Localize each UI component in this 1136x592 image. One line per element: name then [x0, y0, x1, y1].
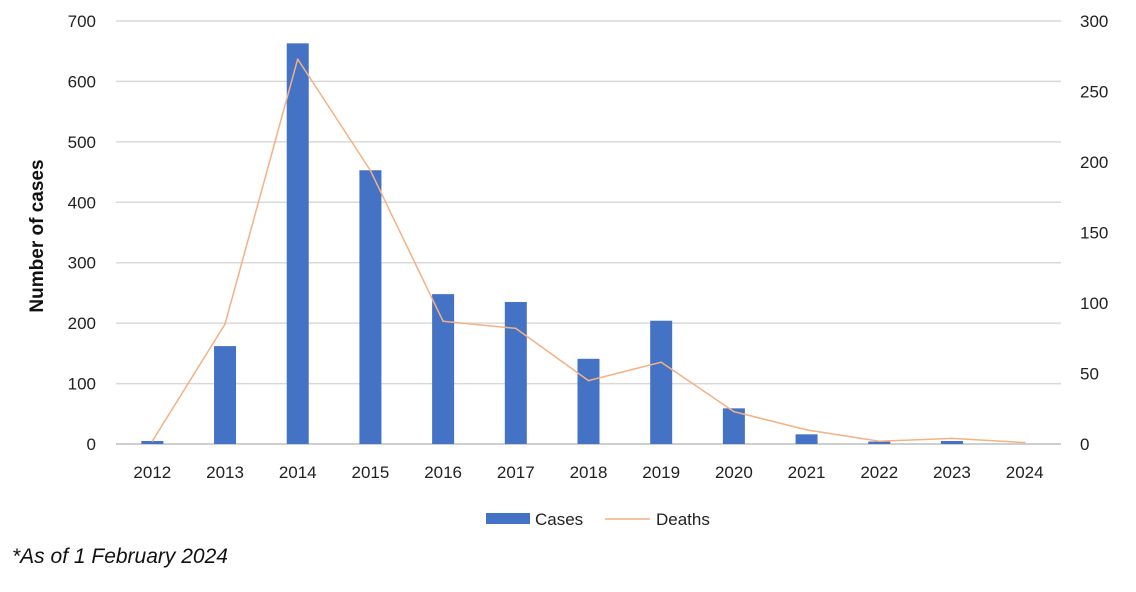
x-tick-label: 2016 — [424, 463, 462, 482]
deaths-point — [296, 58, 299, 60]
legend-label-deaths: Deaths — [656, 510, 710, 529]
y-tick-label: 500 — [68, 133, 96, 152]
deaths-point — [442, 320, 444, 323]
gridlines — [116, 20, 1061, 445]
deaths-point — [733, 410, 735, 413]
bar — [432, 294, 455, 444]
deaths-line — [151, 58, 1026, 444]
y2-tick-label: 300 — [1080, 12, 1108, 31]
x-tick-label: 2012 — [133, 463, 171, 482]
x-tick-label: 2019 — [642, 463, 680, 482]
cases-bars — [141, 43, 963, 444]
x-tick-label: 2013 — [206, 463, 244, 482]
legend-swatch-cases — [486, 513, 530, 524]
y2-tick-label: 150 — [1080, 224, 1108, 243]
y2-tick-label: 100 — [1080, 294, 1108, 313]
bar — [286, 43, 309, 444]
x-tick-label: 2024 — [1006, 463, 1044, 482]
bar — [868, 441, 891, 444]
x-tick-label: 2017 — [497, 463, 535, 482]
y2-tick-label: 200 — [1080, 153, 1108, 172]
y-tick-label: 700 — [68, 12, 96, 31]
legend: Cases Deaths — [486, 510, 710, 529]
deaths-point — [805, 429, 808, 431]
deaths-point — [660, 361, 662, 364]
y-tick-label: 100 — [68, 375, 96, 394]
deaths-point — [151, 440, 154, 442]
bar — [722, 408, 745, 444]
x-axis-ticks: 2012 2013 2014 2015 2016 2017 2018 2019 2020 2021… — [133, 463, 1043, 482]
right-axis-ticks: 0 50 100 150 200 250 300 — [1080, 12, 1108, 454]
legend-label-cases: Cases — [535, 510, 583, 529]
y-tick-label: 200 — [68, 314, 96, 333]
bar — [141, 440, 164, 444]
footnote: *As of 1 February 2024 — [12, 545, 228, 568]
y2-tick-label: 50 — [1080, 365, 1099, 384]
bar — [359, 170, 382, 444]
y2-tick-label: 250 — [1080, 83, 1108, 102]
x-tick-label: 2020 — [715, 463, 753, 482]
y2-tick-label: 0 — [1080, 435, 1089, 454]
bar — [214, 346, 237, 444]
x-tick-label: 2018 — [570, 463, 608, 482]
x-tick-label: 2014 — [279, 463, 317, 482]
deaths-point — [878, 440, 881, 442]
bar — [795, 434, 818, 444]
deaths-point — [369, 169, 372, 172]
bar — [504, 301, 527, 444]
x-tick-label: 2023 — [933, 463, 971, 482]
y-tick-label: 300 — [68, 254, 96, 273]
deaths-point — [515, 327, 517, 330]
left-axis-ticks: 0 100 200 300 400 500 600 700 — [68, 12, 96, 454]
y-tick-label: 400 — [68, 193, 96, 212]
x-tick-label: 2015 — [352, 463, 390, 482]
deaths-point — [587, 379, 590, 382]
bar — [940, 440, 963, 444]
deaths-point — [1023, 441, 1026, 444]
deaths-point — [224, 323, 226, 325]
y-tick-label: 0 — [87, 435, 96, 454]
x-tick-label: 2022 — [860, 463, 898, 482]
deaths-point — [951, 437, 953, 440]
x-tick-label: 2021 — [788, 463, 826, 482]
bar — [650, 320, 673, 444]
y-axis-title: Number of cases — [27, 159, 48, 312]
y-tick-label: 600 — [68, 72, 96, 91]
bar — [577, 358, 600, 444]
